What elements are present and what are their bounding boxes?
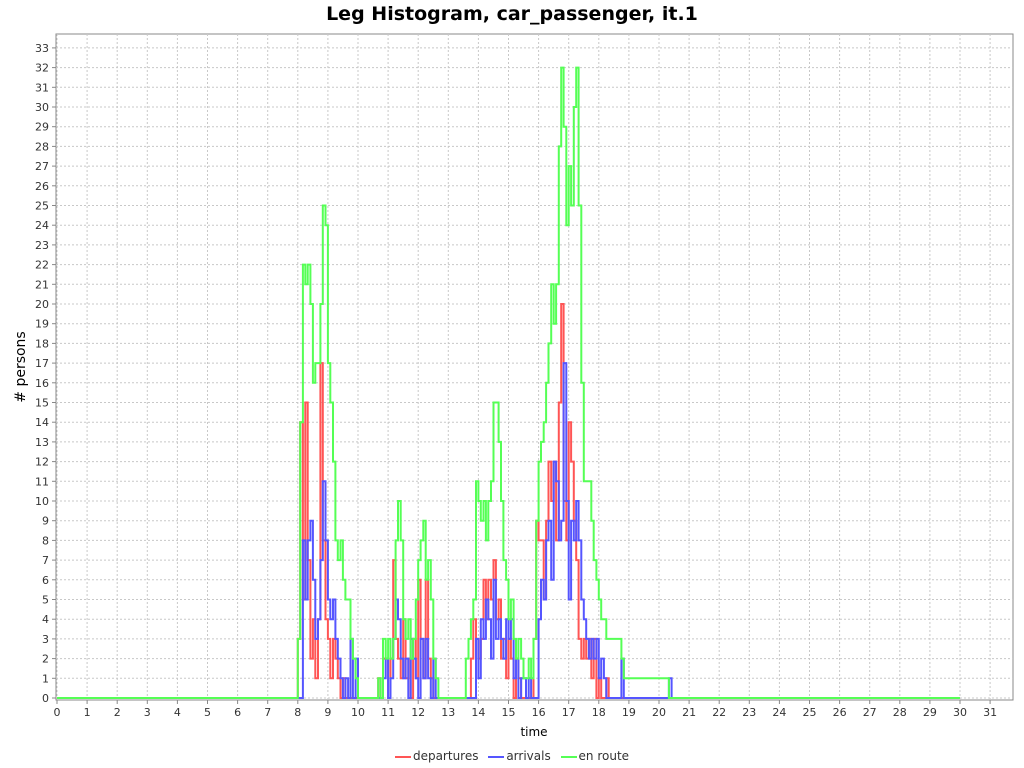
x-tick-label: 23 xyxy=(742,706,756,719)
x-tick-label: 1 xyxy=(84,706,91,719)
x-tick-label: 25 xyxy=(803,706,817,719)
legend-label-departures: departures xyxy=(412,749,479,763)
x-tick-label: 3 xyxy=(144,706,151,719)
y-tick-label: 0 xyxy=(42,692,49,705)
x-tick-label: 16 xyxy=(532,706,546,719)
y-tick-label: 30 xyxy=(35,101,49,114)
y-tick-label: 33 xyxy=(35,42,49,55)
y-tick-label: 17 xyxy=(35,357,49,370)
x-tick-label: 27 xyxy=(863,706,877,719)
legend-item-arrivals: arrivals xyxy=(488,749,551,763)
x-tick-label: 31 xyxy=(983,706,997,719)
y-tick-label: 25 xyxy=(35,200,49,213)
y-tick-label: 29 xyxy=(35,121,49,134)
y-tick-label: 8 xyxy=(42,534,49,547)
x-tick-label: 6 xyxy=(234,706,241,719)
x-tick-label: 8 xyxy=(294,706,301,719)
x-tick-label: 12 xyxy=(411,706,425,719)
y-tick-label: 27 xyxy=(35,160,49,173)
y-tick-label: 32 xyxy=(35,62,49,75)
chart-title: Leg Histogram, car_passenger, it.1 xyxy=(326,3,698,25)
legend-label-en-route: en route xyxy=(578,749,630,763)
x-tick-label: 14 xyxy=(471,706,485,719)
x-tick-label: 11 xyxy=(381,706,395,719)
y-tick-label: 16 xyxy=(35,377,49,390)
x-tick-label: 13 xyxy=(441,706,455,719)
y-tick-label: 22 xyxy=(35,259,49,272)
x-tick-label: 21 xyxy=(682,706,696,719)
x-tick-label: 5 xyxy=(204,706,211,719)
y-tick-label: 28 xyxy=(35,140,49,153)
x-tick-label: 28 xyxy=(893,706,907,719)
x-tick-label: 15 xyxy=(502,706,516,719)
y-tick-label: 26 xyxy=(35,180,49,193)
legend-swatch-en-route xyxy=(560,755,577,758)
x-tick-label: 22 xyxy=(712,706,726,719)
y-tick-label: 7 xyxy=(42,554,49,567)
y-tick-label: 24 xyxy=(35,219,49,232)
y-tick-label: 15 xyxy=(35,397,49,410)
y-tick-label: 31 xyxy=(35,81,49,94)
y-tick-label: 18 xyxy=(35,337,49,350)
x-tick-label: 10 xyxy=(351,706,365,719)
y-tick-label: 20 xyxy=(35,298,49,311)
y-tick-label: 13 xyxy=(35,436,49,449)
x-tick-label: 20 xyxy=(652,706,666,719)
y-tick-label: 19 xyxy=(35,318,49,331)
y-tick-label: 14 xyxy=(35,416,49,429)
legend-item-departures: departures xyxy=(394,749,479,763)
x-tick-label: 2 xyxy=(114,706,121,719)
plot-background xyxy=(55,33,1014,701)
legend-swatch-departures xyxy=(394,755,411,758)
x-tick-label: 29 xyxy=(923,706,937,719)
y-tick-label: 4 xyxy=(42,613,49,626)
x-tick-label: 9 xyxy=(324,706,331,719)
x-tick-label: 30 xyxy=(953,706,967,719)
gridlines xyxy=(56,34,1013,700)
y-tick-label: 21 xyxy=(35,278,49,291)
y-tick-label: 11 xyxy=(35,475,49,488)
y-axis-ticks: 0123456789101112131415161718192021222324… xyxy=(35,42,56,705)
y-axis-label: # persons xyxy=(13,331,29,402)
x-tick-label: 4 xyxy=(174,706,181,719)
y-tick-label: 23 xyxy=(35,239,49,252)
legend-item-en-route: en route xyxy=(560,749,630,763)
x-tick-label: 19 xyxy=(622,706,636,719)
legend-label-arrivals: arrivals xyxy=(506,749,551,763)
y-tick-label: 3 xyxy=(42,633,49,646)
legend-swatch-arrivals xyxy=(488,755,505,758)
y-tick-label: 12 xyxy=(35,456,49,469)
y-tick-label: 2 xyxy=(42,653,49,666)
x-tick-label: 26 xyxy=(833,706,847,719)
legend: departures arrivals en route xyxy=(0,749,1024,763)
x-tick-label: 24 xyxy=(772,706,786,719)
x-axis-ticks: 0 1 2 3 4 5 6 7 8 9 10 11 12 13 14 15 16 17 18 19 20 21 22 23 24… xyxy=(54,700,997,719)
x-tick-label: 18 xyxy=(592,706,606,719)
series-lines xyxy=(57,66,960,699)
y-tick-label: 6 xyxy=(42,574,49,587)
x-axis-label: time xyxy=(520,725,547,739)
y-tick-label: 1 xyxy=(42,672,49,685)
series-line-en-route xyxy=(57,66,960,699)
series-line-arrivals xyxy=(57,362,960,699)
y-tick-label: 5 xyxy=(42,594,49,607)
x-tick-label: 0 xyxy=(54,706,61,719)
x-tick-label: 17 xyxy=(562,706,576,719)
y-tick-label: 10 xyxy=(35,495,49,508)
y-tick-label: 9 xyxy=(42,515,49,528)
x-tick-label: 7 xyxy=(264,706,271,719)
